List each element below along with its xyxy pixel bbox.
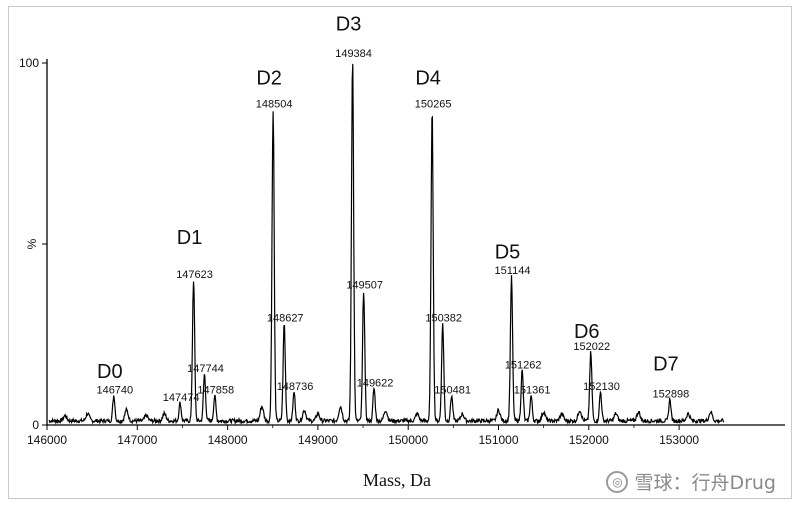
x-tick-label: 153000 bbox=[659, 433, 699, 447]
peak-mass-label: 150382 bbox=[425, 312, 462, 324]
peak-mass-label: 151361 bbox=[514, 385, 551, 397]
x-tick-label: 152000 bbox=[569, 433, 609, 447]
drug-load-label: D6 bbox=[574, 321, 600, 343]
drug-load-label: D4 bbox=[415, 68, 441, 90]
peak-mass-label: 149384 bbox=[335, 48, 372, 60]
watermark-text: 雪球：行舟Drug bbox=[634, 472, 776, 494]
peak-mass-label: 149622 bbox=[357, 377, 394, 389]
peak-mass-label: 151144 bbox=[495, 265, 531, 277]
peak-mass-label: 152898 bbox=[653, 388, 690, 400]
drug-labels: D0 D1 D2 D3 D4 D5 D6 D7 bbox=[97, 13, 679, 383]
peak-mass-label: 151262 bbox=[505, 359, 542, 371]
peak-mass-label: 152130 bbox=[583, 381, 620, 393]
x-tick-label: 149000 bbox=[298, 433, 338, 447]
chart-frame bbox=[8, 6, 792, 499]
x-tick-label: 151000 bbox=[478, 433, 518, 447]
watermark: ◎ 雪球：行舟Drug bbox=[606, 468, 776, 495]
y-tick-label: 100 bbox=[19, 56, 39, 70]
x-tick-label: 146000 bbox=[27, 433, 67, 447]
peak-mass-label: 150481 bbox=[434, 385, 471, 397]
peak-labels: 146740 147474 147623 147744 147858 148504 1486… bbox=[96, 48, 689, 404]
peak-mass-label: 152022 bbox=[573, 341, 610, 353]
peak-mass-label: 147858 bbox=[197, 385, 234, 397]
peak-mass-label: 147474 bbox=[163, 392, 200, 404]
drug-load-label: D0 bbox=[97, 361, 123, 383]
y-axis-label: % bbox=[25, 238, 39, 249]
drug-load-label: D5 bbox=[495, 241, 521, 263]
x-tick-label: 147000 bbox=[117, 433, 157, 447]
peak-mass-label: 146740 bbox=[96, 385, 133, 397]
drug-load-label: D1 bbox=[177, 227, 203, 249]
drug-load-label: D2 bbox=[256, 68, 282, 90]
y-tick-label: 0 bbox=[32, 418, 39, 432]
axes: 146000 147000 148000 149000 150000 151000 1520… bbox=[19, 56, 785, 447]
x-axis-title: Mass, Da bbox=[363, 470, 431, 490]
drug-load-label: D7 bbox=[653, 354, 679, 376]
peak-mass-label: 150265 bbox=[415, 99, 452, 111]
peak-mass-label: 148736 bbox=[277, 381, 314, 393]
snowball-logo-icon: ◎ bbox=[606, 470, 629, 493]
spectrum-line bbox=[48, 63, 725, 426]
x-tick-label: 150000 bbox=[388, 433, 428, 447]
peak-mass-label: 148504 bbox=[256, 99, 293, 111]
x-tick-label: 148000 bbox=[208, 433, 248, 447]
peak-mass-label: 147623 bbox=[176, 269, 213, 281]
peak-mass-label: 148627 bbox=[267, 312, 304, 324]
peak-mass-label: 147744 bbox=[187, 363, 224, 375]
drug-load-label: D3 bbox=[336, 13, 362, 35]
peak-mass-label: 149507 bbox=[346, 280, 383, 292]
spectrum-trace bbox=[48, 63, 725, 426]
